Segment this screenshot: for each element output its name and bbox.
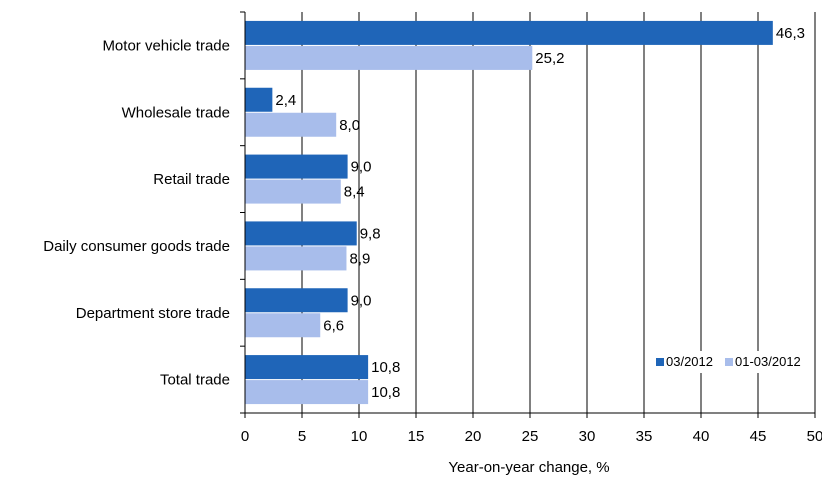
value-label-1-4: 9,8 xyxy=(360,225,381,242)
bar-1-5 xyxy=(245,288,348,313)
axes xyxy=(240,11,816,418)
bar-1-1 xyxy=(245,20,773,45)
value-labels: 46,3 25,2 2,4 8,0 9,0 8,4 9,8 8,9 9,0 6,6 10,8 10,8 xyxy=(275,25,805,401)
value-label-2-5: 6,6 xyxy=(323,317,344,334)
value-label-2-3: 8,4 xyxy=(344,184,365,201)
legend-swatch-series-2 xyxy=(725,358,733,366)
category-label-4: Daily consumer goods trade xyxy=(43,238,230,255)
value-label-2-2: 8,0 xyxy=(339,117,360,134)
value-label-2-1: 25,2 xyxy=(535,50,564,67)
x-tick-label-40: 40 xyxy=(693,428,710,445)
x-tick-label-15: 15 xyxy=(408,428,425,445)
value-label-2-4: 8,9 xyxy=(349,250,370,267)
bar-2-6 xyxy=(245,380,369,405)
legend-label-series-2: 01-03/2012 xyxy=(735,354,801,369)
category-labels: Motor vehicle trade Wholesale trade Retail… xyxy=(43,37,230,388)
bar-1-2 xyxy=(245,87,273,112)
bar-1-3 xyxy=(245,154,348,179)
value-label-1-1: 46,3 xyxy=(776,25,805,42)
value-label-1-3: 9,0 xyxy=(351,159,372,176)
x-tick-label-45: 45 xyxy=(750,428,767,445)
bar-2-5 xyxy=(245,313,321,338)
category-label-2: Wholesale trade xyxy=(122,104,230,121)
value-label-1-5: 9,0 xyxy=(351,292,372,309)
bar-2-4 xyxy=(245,246,347,271)
x-tick-label-10: 10 xyxy=(351,428,368,445)
x-tick-label-30: 30 xyxy=(579,428,596,445)
bar-2-2 xyxy=(245,112,337,137)
category-label-6: Total trade xyxy=(160,372,230,389)
category-label-1: Motor vehicle trade xyxy=(102,37,230,54)
x-tick-label-50: 50 xyxy=(807,428,822,445)
x-tick-label-35: 35 xyxy=(636,428,653,445)
category-label-3: Retail trade xyxy=(153,171,230,188)
x-tick-label-25: 25 xyxy=(522,428,539,445)
value-label-1-2: 2,4 xyxy=(275,92,296,109)
x-tick-label-5: 5 xyxy=(298,428,306,445)
legend-label-series-1: 03/2012 xyxy=(666,354,713,369)
bars xyxy=(245,20,773,405)
bar-1-4 xyxy=(245,221,357,246)
value-label-2-6: 10,8 xyxy=(371,384,400,401)
bar-1-6 xyxy=(245,355,369,380)
x-axis-title: Year-on-year change, % xyxy=(448,459,609,476)
x-tick-label-20: 20 xyxy=(465,428,482,445)
gridlines xyxy=(301,12,816,413)
bar-2-1 xyxy=(245,45,533,70)
legend-swatch-series-1 xyxy=(656,358,664,366)
category-label-5: Department store trade xyxy=(76,305,230,322)
x-tick-label-0: 0 xyxy=(241,428,249,445)
tick-labels: 0 5 10 15 20 25 30 35 40 45 50 xyxy=(241,428,822,445)
legend: 03/2012 01-03/2012 xyxy=(648,351,804,373)
value-label-1-6: 10,8 xyxy=(371,359,400,376)
bar-2-3 xyxy=(245,179,341,204)
